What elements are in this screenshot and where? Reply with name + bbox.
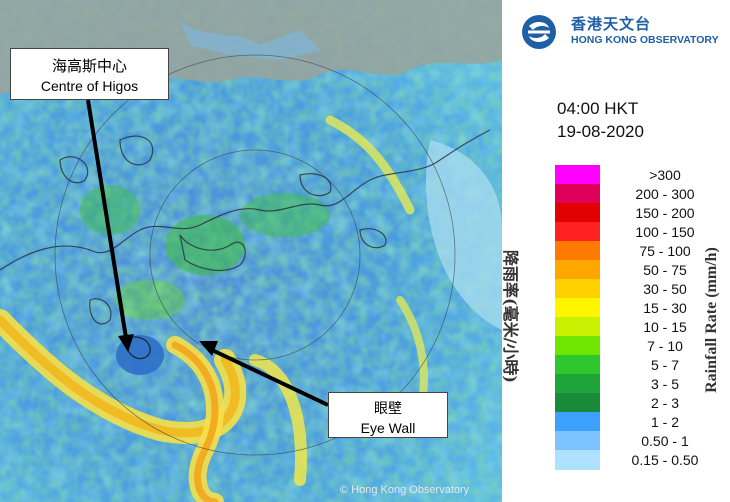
arrow-centre	[86, 99, 134, 352]
eye-island	[127, 336, 151, 360]
rain-cell	[80, 185, 140, 235]
map-copyright: © Hong Kong Observatory	[340, 484, 470, 496]
legend-label: 0.15 - 0.50	[631, 452, 699, 468]
legend-swatch	[555, 450, 600, 470]
hko-logo	[522, 15, 556, 49]
arrow-eye-wall	[199, 341, 329, 407]
legend-swatch	[555, 393, 600, 413]
callout-eye-wall: 眼壁 Eye Wall	[328, 392, 448, 438]
legend-label: 10 - 15	[643, 319, 687, 335]
legend-swatch	[555, 203, 600, 223]
coastlines	[0, 129, 491, 325]
callout-centre-en: Centre of Higos	[40, 78, 139, 94]
logo-english-name: HONG KONG OBSERVATORY	[571, 34, 719, 46]
logo-chinese-name: 香港天文台	[571, 15, 652, 33]
rainband-east	[325, 115, 415, 215]
legend-swatch	[555, 260, 600, 280]
legend-swatch	[555, 355, 600, 375]
legend-label: 3 - 5	[650, 376, 679, 392]
legend-label: 1 - 2	[650, 414, 679, 430]
legend-swatch	[555, 317, 600, 337]
legend-label: 5 - 7	[650, 357, 679, 373]
legend-swatch	[555, 374, 600, 394]
callout-centre-of-higos: 海高斯中心 Centre of Higos	[10, 48, 169, 100]
rain-cell	[240, 193, 330, 237]
legend-swatch	[555, 279, 600, 299]
timestamp-time: 04:00 HKT	[557, 99, 639, 118]
legend-label: 30 - 50	[643, 281, 687, 297]
legend-label: 2 - 3	[650, 395, 679, 411]
legend-swatch	[555, 336, 600, 356]
legend-swatch	[555, 241, 600, 261]
callout-eye-en: Eye Wall	[360, 420, 416, 436]
rainband-eye-core	[171, 341, 219, 502]
legend-label: >300	[649, 167, 681, 183]
legend-label: 0.50 - 1	[641, 433, 689, 449]
legend-swatch	[555, 431, 600, 451]
legend-swatch	[555, 298, 600, 318]
callout-eye-zh: 眼壁	[374, 401, 402, 417]
legend-label: 200 - 300	[635, 186, 695, 202]
legend-swatch	[555, 184, 600, 204]
rainband-inner	[249, 354, 307, 486]
legend-label: 15 - 30	[643, 300, 687, 316]
legend-label: 75 - 100	[639, 243, 691, 259]
legend-swatch	[555, 165, 600, 185]
legend-label: 7 - 10	[647, 338, 683, 354]
callout-centre-zh: 海高斯中心	[51, 57, 127, 75]
timestamp-date: 19-08-2020	[557, 122, 644, 141]
legend-label: 50 - 75	[643, 262, 687, 278]
legend-swatch	[555, 412, 600, 432]
legend-label: 150 - 200	[635, 205, 695, 221]
sea-right	[425, 140, 502, 330]
rainband-outer-core	[0, 315, 240, 438]
rain-cell	[165, 215, 245, 275]
legend-swatch	[555, 222, 600, 242]
land-patches	[180, 20, 320, 60]
rain-cell	[115, 280, 185, 320]
range-rings	[54, 54, 456, 456]
legend-label: 100 - 150	[635, 224, 695, 240]
legend-title-zh: 降雨率(毫米/小時)	[501, 250, 520, 383]
